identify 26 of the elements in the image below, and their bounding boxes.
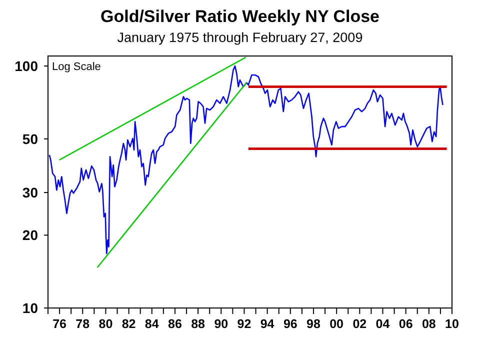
x-tick-label: 78: [76, 317, 90, 331]
x-tick-label: 82: [122, 317, 136, 331]
x-tick-label: 98: [306, 317, 320, 331]
x-tick-label: 02: [352, 317, 367, 331]
annotation: Log Scale: [52, 61, 101, 73]
x-tick-label: 92: [237, 317, 252, 331]
x-tick-label: 10: [445, 317, 459, 331]
chart-title: Gold/Silver Ratio Weekly NY Close: [100, 7, 380, 26]
x-tick-label: 96: [283, 317, 298, 331]
x-tick-label: 86: [168, 317, 182, 331]
y-tick-label: 20: [22, 227, 38, 244]
x-tick-label: 94: [260, 317, 274, 331]
chart-subtitle: January 1975 through February 27, 2009: [117, 30, 363, 45]
x-tick-label: 00: [330, 317, 344, 331]
y-tick-label: 50: [22, 130, 38, 147]
y-tick-label: 100: [14, 58, 38, 74]
x-tick-label: 04: [376, 317, 390, 331]
x-tick-label: 84: [144, 317, 159, 331]
y-tick-label: 10: [22, 300, 38, 316]
x-tick-label: 76: [52, 317, 67, 331]
x-tick-label: 80: [98, 317, 113, 331]
x-tick-label: 90: [214, 317, 228, 331]
y-tick-label: 30: [22, 184, 38, 201]
x-tick-label: 88: [191, 317, 206, 331]
x-tick-label: 06: [398, 317, 413, 331]
x-tick-label: 08: [422, 317, 436, 331]
